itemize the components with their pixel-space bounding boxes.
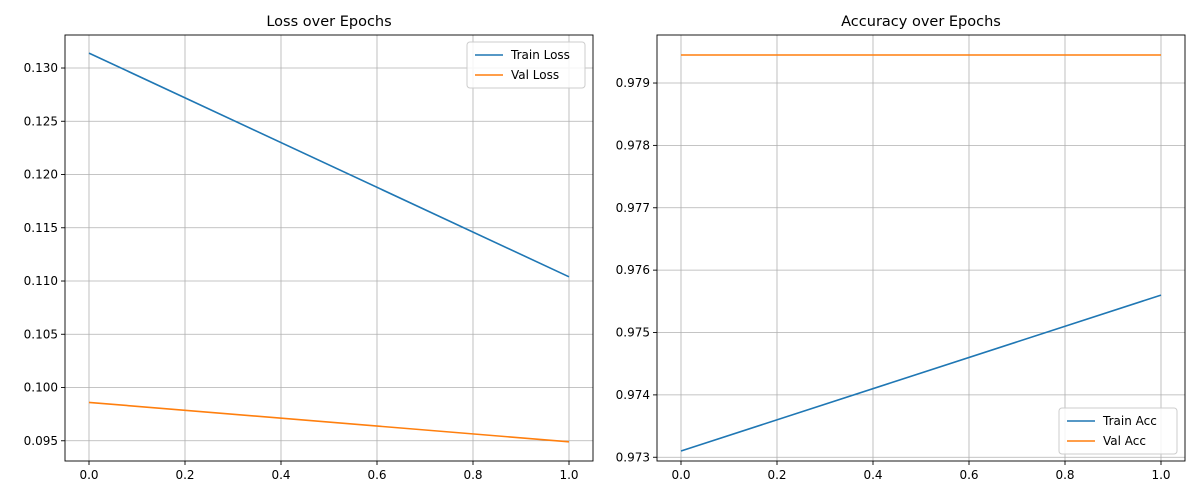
legend-label: Train Acc [1102,414,1157,428]
x-tick-label: 1.0 [559,468,578,482]
x-tick-label: 0.8 [463,468,482,482]
chart-title: Accuracy over Epochs [841,14,1001,30]
x-tick-label: 0.6 [959,468,978,482]
series-line-val-loss [88,401,570,443]
series-line-train-loss [88,52,570,278]
x-tick-label: 1.0 [1151,468,1170,482]
x-tick-label: 0.6 [367,468,386,482]
y-tick-label: 0.125 [24,114,58,128]
y-tick-label: 0.975 [616,326,650,340]
x-tick-label: 0.4 [271,468,290,482]
x-tick-label: 0.0 [79,468,98,482]
x-tick-label: 0.4 [863,468,882,482]
y-tick-label: 0.974 [616,388,650,402]
x-tick-label: 0.2 [175,468,194,482]
legend-label: Val Acc [1103,434,1146,448]
y-tick-label: 0.130 [24,61,58,75]
y-tick-label: 0.976 [616,263,650,277]
legend: Train Acc Val Acc [1058,407,1178,455]
x-tick-label: 0.2 [767,468,786,482]
y-tick-label: 0.105 [24,327,58,341]
legend: Train Loss Val Loss [466,41,586,89]
y-tick-label: 0.977 [616,201,650,215]
legend-box [466,41,586,89]
legend-box [1058,407,1178,455]
y-tick-label: 0.973 [616,450,650,464]
y-tick-label: 0.100 [24,381,58,395]
y-tick-label: 0.120 [24,168,58,182]
x-tick-label: 0.8 [1055,468,1074,482]
legend-label: Train Loss [510,48,570,62]
chart-panel-1: Loss over Epochs 0.0 0.2 0.4 0.6 0.8 1.0 0.095 0… [24,14,594,482]
y-tick-label: 0.978 [616,138,650,152]
series-line-train-acc [680,294,1162,452]
chart-panel-2: Accuracy over Epochs 0.0 0.2 0.4 0.6 0.8 1.0 0.… [616,14,1186,482]
axes-frame [64,34,594,462]
y-tick-label: 0.979 [616,76,650,90]
legend-label: Val Loss [511,68,559,82]
x-tick-label: 0.0 [671,468,690,482]
chart-title: Loss over Epochs [266,14,391,30]
axes-frame [656,34,1186,462]
y-tick-label: 0.110 [24,274,58,288]
y-tick-label: 0.115 [24,221,58,235]
y-tick-label: 0.095 [24,434,58,448]
